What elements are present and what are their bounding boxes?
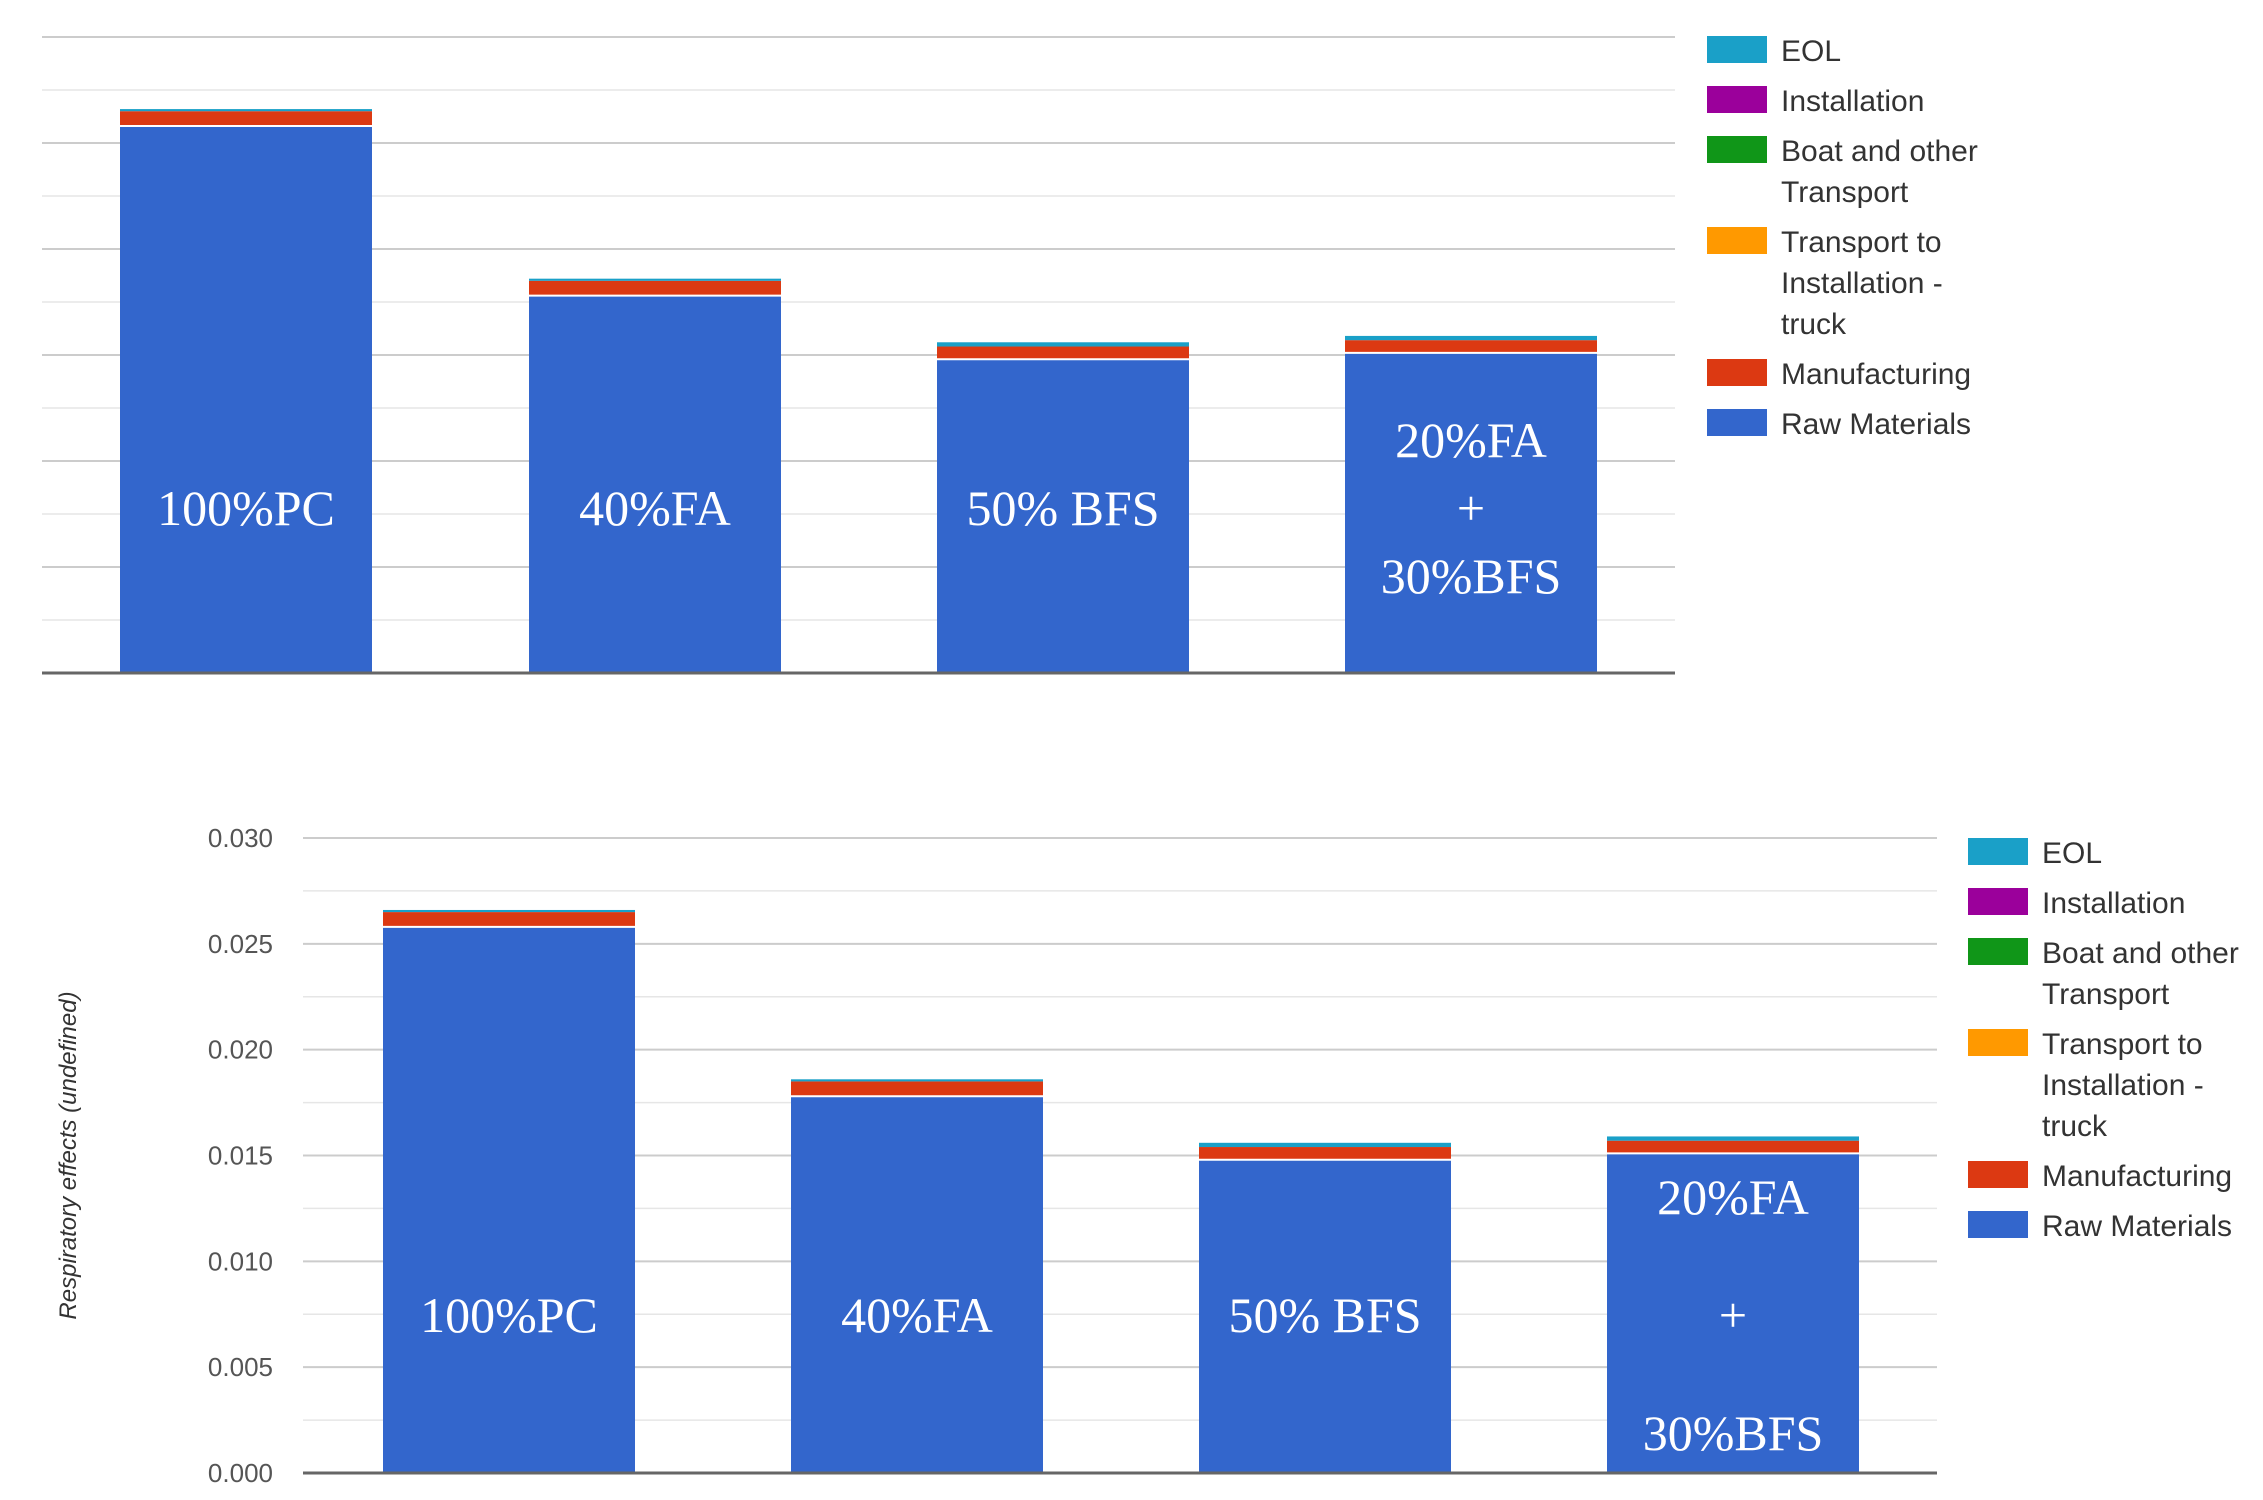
bottom-bar-label-20-fa-30-bfs: 30%BFS — [1643, 1405, 1824, 1461]
bottom-bar-100-pc-eol — [383, 909, 635, 913]
bottom-bar-20-fa-30-bfs-raw-materials — [1607, 1153, 1859, 1473]
top-bar-label-100-pc: 100%PC — [157, 480, 335, 536]
top-bar-100-pc-manufacturing — [120, 111, 372, 127]
top-bar-50-bfs-eol — [937, 342, 1189, 347]
top-bar-100-pc-raw-materials — [120, 126, 372, 674]
bottom-bar-100-pc-raw-materials — [383, 926, 635, 1473]
bottom-legend-label-eol: EOL — [2042, 837, 2102, 870]
bottom-bar-40-fa-eol — [791, 1079, 1043, 1082]
bottom-y-tick-label: 0.000 — [208, 1458, 273, 1488]
top-legend-label-installation: Installation — [1781, 85, 1924, 118]
bottom-bar-40-fa-raw-materials — [791, 1096, 1043, 1473]
bottom-bar-40-fa-manufacturing — [791, 1081, 1043, 1097]
top-legend-swatch-boat-and-other-transport — [1707, 136, 1767, 163]
bottom-legend-label-boat-and-other-transport: Transport — [2042, 978, 2170, 1011]
bottom-y-tick-label: 0.015 — [208, 1141, 273, 1171]
bottom-legend-swatch-boat-and-other-transport — [1968, 938, 2028, 965]
bottom-y-tick-label: 0.010 — [208, 1246, 273, 1276]
top-legend-label-transport-to-installation-truck: Installation - — [1781, 267, 1943, 300]
bottom-legend-swatch-raw-materials — [1968, 1211, 2028, 1238]
bottom-legend-label-raw-materials: Raw Materials — [2042, 1210, 2232, 1243]
bottom-y-tick-label: 0.030 — [208, 823, 273, 853]
bottom-legend-label-manufacturing: Manufacturing — [2042, 1160, 2232, 1193]
bottom-legend-label-transport-to-installation-truck: Installation - — [2042, 1069, 2204, 1102]
top-bar-label-20-fa-30-bfs: 20%FA — [1395, 412, 1547, 468]
bottom-bar-label-20-fa-30-bfs: + — [1719, 1287, 1747, 1343]
bottom-bar-50-bfs-raw-materials — [1199, 1159, 1451, 1473]
bottom-bar-20-fa-30-bfs-manufacturing — [1607, 1140, 1859, 1154]
bottom-bar-50-bfs-manufacturing — [1199, 1147, 1451, 1160]
top-bar-100-pc-eol — [120, 109, 372, 112]
bottom-legend-swatch-manufacturing — [1968, 1161, 2028, 1188]
chart-bottom-panel: 0.000 0.005 0.010 0.015 0.020 0.025 0.030 Respi… — [55, 823, 2239, 1488]
bottom-legend-swatch-installation — [1968, 888, 2028, 915]
bottom-legend-label-transport-to-installation-truck: truck — [2042, 1110, 2108, 1143]
top-bar-label-40-fa: 40%FA — [579, 480, 731, 536]
bottom-bar-50-bfs-eol — [1199, 1142, 1451, 1148]
bottom-y-tick-label: 0.020 — [208, 1035, 273, 1065]
bottom-legend-swatch-eol — [1968, 838, 2028, 865]
top-bar-20-fa-30-bfs-eol — [1345, 335, 1597, 341]
bottom-y-tick-label: 0.025 — [208, 929, 273, 959]
bottom-legend-label-transport-to-installation-truck: Transport to — [2042, 1028, 2203, 1061]
top-bar-label-20-fa-30-bfs: + — [1457, 480, 1485, 536]
top-bar-40-fa-manufacturing — [529, 280, 781, 296]
bottom-y-axis-title: Respiratory effects (undefined) — [55, 991, 82, 1319]
top-legend-swatch-eol — [1707, 36, 1767, 63]
bottom-y-tick-label: 0.005 — [208, 1352, 273, 1382]
top-legend-label-transport-to-installation-truck: truck — [1781, 308, 1847, 341]
bottom-bar-label-50-bfs: 50% BFS — [1228, 1287, 1421, 1343]
top-legend-label-raw-materials: Raw Materials — [1781, 408, 1971, 441]
top-bar-20-fa-30-bfs-raw-materials — [1345, 352, 1597, 673]
bottom-bar-label-20-fa-30-bfs: 20%FA — [1657, 1169, 1809, 1225]
top-bar-50-bfs-raw-materials — [937, 359, 1189, 673]
top-legend-label-manufacturing: Manufacturing — [1781, 358, 1971, 391]
bottom-bar-20-fa-30-bfs-eol — [1607, 1136, 1859, 1141]
top-legend-swatch-transport-to-installation-truck — [1707, 227, 1767, 254]
top-legend-swatch-raw-materials — [1707, 409, 1767, 436]
bottom-bar-100-pc-manufacturing — [383, 912, 635, 927]
bottom-legend-label-boat-and-other-transport: Boat and other — [2042, 937, 2239, 970]
top-legend-label-boat-and-other-transport: Transport — [1781, 176, 1909, 209]
top-legend-swatch-installation — [1707, 86, 1767, 113]
bottom-bar-label-100-pc: 100%PC — [420, 1287, 598, 1343]
top-legend-label-transport-to-installation-truck: Transport to — [1781, 226, 1942, 259]
top-legend-swatch-manufacturing — [1707, 359, 1767, 386]
top-bar-50-bfs-manufacturing — [937, 346, 1189, 360]
chart-top-panel: 100%PC 40%FA 50% BFS 20%FA +30%BFS EOL Install… — [42, 35, 1978, 675]
bottom-legend-swatch-transport-to-installation-truck — [1968, 1029, 2028, 1056]
bottom-bar-label-40-fa: 40%FA — [841, 1287, 993, 1343]
top-bar-20-fa-30-bfs-manufacturing — [1345, 340, 1597, 353]
top-bar-label-50-bfs: 50% BFS — [966, 480, 1159, 536]
top-bar-label-20-fa-30-bfs: 30%BFS — [1381, 548, 1562, 604]
top-legend-label-eol: EOL — [1781, 35, 1841, 68]
top-bar-40-fa-raw-materials — [529, 295, 781, 673]
top-bar-40-fa-eol — [529, 278, 781, 281]
bottom-legend-label-installation: Installation — [2042, 887, 2185, 920]
top-legend-label-boat-and-other-transport: Boat and other — [1781, 135, 1978, 168]
